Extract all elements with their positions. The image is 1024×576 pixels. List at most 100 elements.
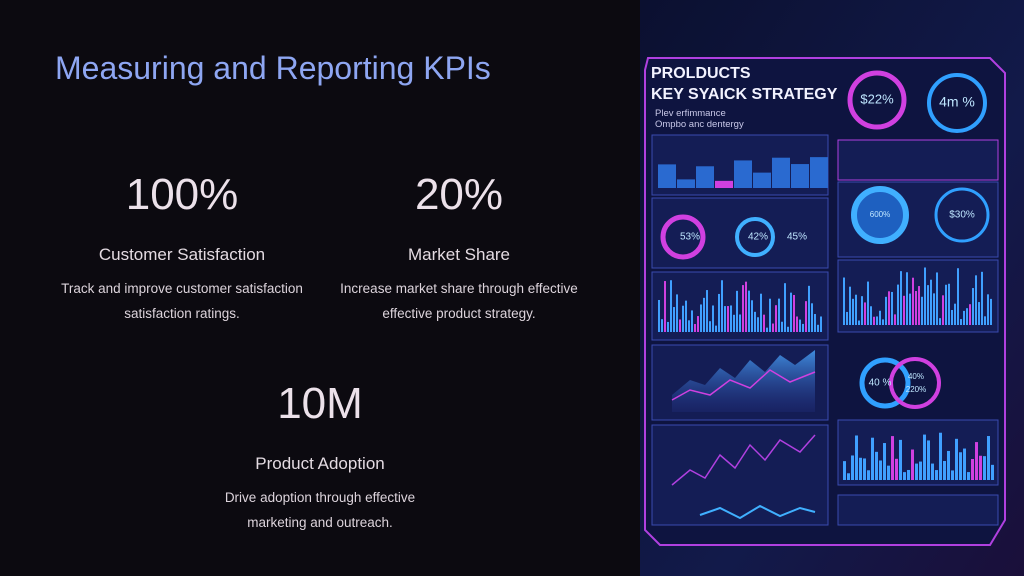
bar-decoration: [754, 311, 756, 332]
bar-decoration: [907, 469, 910, 480]
bar-decoration: [734, 160, 752, 188]
bar-decoration: [661, 319, 663, 332]
wave-decoration: [699, 504, 816, 520]
bar-decoration: [879, 310, 881, 325]
bar-decoration: [879, 460, 882, 480]
bar-decoration: [724, 306, 726, 332]
bar-decoration: [930, 279, 932, 325]
bar-decoration: [906, 272, 908, 325]
bar-decoration: [721, 280, 723, 332]
bar-decoration: [942, 295, 944, 325]
bar-decoration: [679, 319, 681, 332]
bar-decoration: [987, 294, 989, 325]
bar-decoration: [843, 277, 845, 325]
bar-decoration: [954, 303, 956, 325]
kpi-value: 100%: [126, 170, 239, 219]
bar-decoration: [951, 309, 953, 325]
bar-decoration: [858, 320, 860, 325]
bar-decoration: [677, 179, 695, 188]
bar-decoration: [778, 298, 780, 332]
bar-decoration: [700, 304, 702, 332]
bar-decoration: [676, 294, 678, 332]
image-heading: PROLDUCTS: [651, 65, 751, 82]
bar-decoration: [851, 455, 854, 480]
bar-decoration: [963, 448, 966, 480]
bar-decoration: [781, 321, 783, 332]
bar-decoration: [861, 296, 863, 325]
bar-decoration: [888, 291, 890, 325]
bar-decoration: [955, 438, 958, 480]
bar-decoration: [808, 285, 810, 332]
gauge-label: 45%: [787, 232, 807, 243]
bar-decoration: [931, 463, 934, 480]
bar-decoration: [947, 450, 950, 480]
image-subheading: Plev erfimmance: [655, 108, 726, 119]
kpi-label: Product Adoption: [255, 454, 384, 473]
bar-decoration: [784, 283, 786, 332]
bar-decoration: [915, 463, 918, 480]
bar-decoration: [919, 461, 922, 480]
bar-decoration: [849, 286, 851, 325]
bar-decoration: [927, 440, 930, 480]
gauge-ring: [927, 73, 987, 133]
bar-decoration: [981, 271, 983, 325]
bar-decoration: [891, 436, 894, 480]
bar-decoration: [909, 293, 911, 325]
kpi-label: Customer Satisfaction: [99, 245, 265, 264]
gauge-label: $30%: [949, 210, 975, 221]
bar-decoration: [760, 293, 762, 332]
panel: [837, 139, 999, 181]
bar-decoration: [957, 268, 959, 325]
bar-decoration: [864, 302, 866, 325]
bar-decoration: [852, 298, 854, 325]
bar-decoration: [939, 432, 942, 480]
bar-decoration: [967, 472, 970, 480]
bar-decoration: [867, 281, 869, 325]
bar-decoration: [709, 321, 711, 332]
bar-decoration: [899, 439, 902, 480]
bar-decoration: [811, 303, 813, 332]
left-background: [0, 0, 640, 576]
gauge-ring: [735, 217, 775, 257]
bar-decoration: [739, 314, 741, 332]
bar-decoration: [791, 164, 809, 188]
bar-decoration: [736, 290, 738, 332]
bar-decoration: [927, 285, 929, 325]
bar-decoration: [843, 461, 846, 480]
bar-decoration: [915, 291, 917, 325]
bar-decoration: [991, 464, 994, 480]
bar-decoration: [715, 180, 733, 188]
kpi-value: 20%: [415, 170, 503, 219]
bar-decoration: [903, 472, 906, 480]
bar-decoration: [984, 316, 986, 325]
bar-decoration: [658, 164, 676, 188]
kpi-description: Increase market share through effective: [340, 281, 578, 296]
bar-decoration: [875, 451, 878, 480]
bar-decoration: [951, 470, 954, 480]
bar-decoration: [855, 294, 857, 325]
bar-decoration: [900, 271, 902, 325]
bar-decoration: [990, 298, 992, 325]
bar-decoration: [658, 299, 660, 332]
gauge-ring: [934, 187, 990, 243]
gauge-label: 600%: [870, 210, 890, 219]
bar-decoration: [766, 327, 768, 332]
panel: [651, 424, 829, 526]
bar-decoration: [846, 311, 848, 325]
gauge-ring: [847, 70, 907, 130]
dashboard-image: PROLDUCTS KEY SYAICK STRATEGY Plev erfim…: [640, 0, 1024, 576]
bar-decoration: [887, 465, 890, 480]
gauge-label: 40 %: [869, 378, 892, 389]
bar-decoration: [810, 157, 828, 188]
bar-decoration: [975, 442, 978, 480]
bar-decoration: [882, 319, 884, 325]
bar-decoration: [963, 310, 965, 325]
bar-decoration: [863, 458, 866, 480]
bar-decoration: [802, 323, 804, 332]
bar-decoration: [975, 275, 977, 325]
bar-decoration: [859, 457, 862, 480]
bar-decoration: [895, 458, 898, 480]
kpi-description: effective product strategy.: [382, 306, 535, 321]
bar-decoration: [867, 470, 870, 480]
